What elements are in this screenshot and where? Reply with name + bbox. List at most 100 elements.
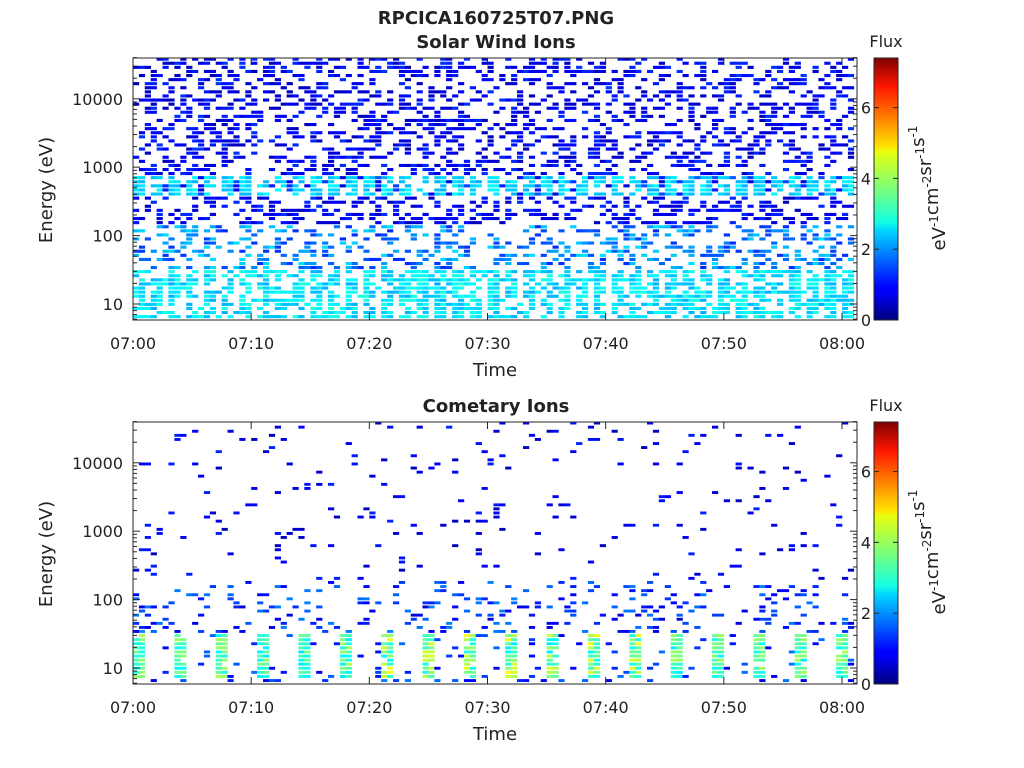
heatmap-cell [452,233,459,237]
heatmap-cell [664,311,671,315]
heatmap-cell [552,282,559,286]
heatmap-cell [523,315,530,319]
heatmap-cell [741,290,748,294]
heatmap-cell [322,241,329,245]
heatmap-cell [788,298,795,302]
heatmap-cell [198,192,205,196]
heatmap-cell [842,621,849,625]
heatmap-cell [706,278,713,282]
heatmap-cell [446,151,453,155]
heatmap-cell [422,155,429,159]
heatmap-cell [558,229,565,233]
heatmap-cell [552,151,559,155]
heatmap-cell [144,315,151,319]
heatmap-cell [410,266,417,270]
x-tick-label: 07:10 [228,334,274,353]
heatmap-cell [304,487,311,490]
heatmap-cell [670,241,677,245]
heatmap-cell [558,503,565,507]
heatmap-cell [617,151,624,155]
heatmap-cell [304,204,311,208]
heatmap-cell [363,176,370,180]
heatmap-cell [670,593,677,597]
heatmap-cell [310,168,317,172]
heatmap-cell [434,176,441,180]
heatmap-cell [168,102,175,106]
heatmap-cell [570,450,577,454]
heatmap-cell [387,650,394,654]
heatmap-cell [381,196,388,200]
heatmap-cell [670,200,677,204]
heatmap-cell [629,168,636,172]
heatmap-cell [203,200,211,204]
heatmap-cell [611,143,618,147]
heatmap-cell [150,572,157,576]
heatmap-cell [192,192,199,196]
heatmap-cell [387,98,394,102]
heatmap-cell [582,286,589,290]
heatmap-cell [292,61,299,65]
heatmap-cell [617,613,624,617]
heatmap-cell [422,315,429,319]
heatmap-cell [233,626,240,629]
heatmap-cell [310,94,317,98]
heatmap-cell [717,634,725,637]
heatmap-cell [771,184,778,188]
heatmap-cell [505,646,512,650]
heatmap-cell [528,286,536,290]
heatmap-cell [700,278,707,282]
heatmap-cell [292,172,299,176]
heatmap-cell [587,266,595,270]
heatmap-cell [434,135,441,139]
heatmap-cell [452,315,459,319]
heatmap-cell [842,286,849,290]
heatmap-cell [292,290,299,294]
heatmap-cell [511,143,518,147]
heatmap-cell [393,200,400,204]
heatmap-cell [446,278,453,282]
heatmap-cell [511,188,518,192]
heatmap-cell [794,176,801,180]
heatmap-cell [422,233,429,237]
heatmap-cell [239,278,246,282]
heatmap-cell [670,90,677,94]
heatmap-cell [192,151,199,155]
heatmap-cell [381,634,388,637]
heatmap-cell [759,593,766,597]
heatmap-cell [416,74,423,78]
heatmap-cell [593,274,601,278]
heatmap-cell [523,188,530,192]
heatmap-cell [505,188,512,192]
heatmap-cell [221,298,228,302]
heatmap-cell [806,278,813,282]
heatmap-cell [629,634,636,637]
heatmap-cell [156,212,163,216]
heatmap-cell [150,192,157,196]
heatmap-cell [434,69,441,73]
heatmap-cell [138,98,146,102]
heatmap-cell [700,270,707,274]
heatmap-cell [782,123,790,127]
heatmap-cell [806,315,813,319]
heatmap-cell [369,290,376,294]
heatmap-cell [824,286,831,290]
heatmap-cell [422,249,429,253]
heatmap-cell [263,311,270,315]
heatmap-cell [759,94,766,98]
heatmap-cell [652,82,660,86]
heatmap-cell [339,110,346,114]
heatmap-cell [440,270,447,274]
heatmap-cell [162,135,169,139]
heatmap-cell [452,306,459,310]
heatmap-cell [292,159,299,163]
heatmap-cell [257,139,264,143]
heatmap-cell [487,135,494,139]
heatmap-cell [771,613,778,617]
heatmap-cell [759,237,766,241]
heatmap-cell [741,147,748,151]
heatmap-cell [664,585,671,588]
heatmap-cell [765,257,772,261]
heatmap-cell [505,262,512,266]
heatmap-cell [741,172,748,176]
heatmap-cell [587,241,595,245]
